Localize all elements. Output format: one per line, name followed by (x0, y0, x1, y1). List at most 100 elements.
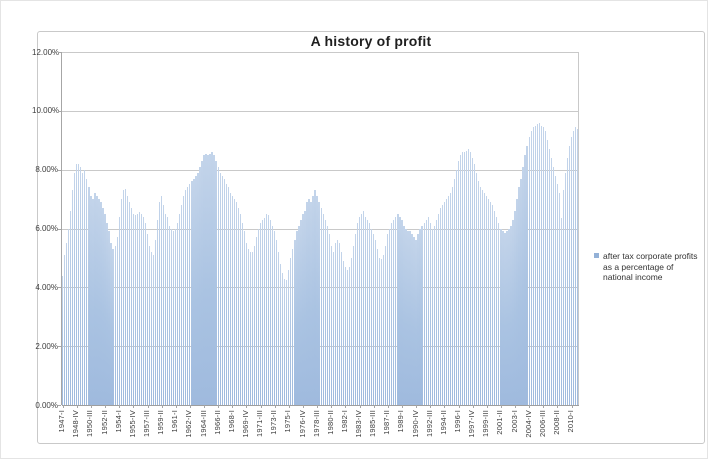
bar (334, 243, 336, 405)
bar (96, 196, 98, 405)
bar (417, 234, 419, 405)
bar (68, 228, 70, 405)
x-axis-tick-mark (175, 405, 177, 408)
x-axis-tick-label: 1969-IV (240, 410, 250, 438)
bar (106, 222, 108, 405)
bar (280, 263, 282, 405)
bar (102, 207, 104, 405)
bar (318, 202, 320, 405)
bar (316, 196, 318, 405)
y-axis-tick-label: 4.00% (35, 282, 58, 292)
bar (272, 225, 274, 405)
x-axis-tick-mark (345, 405, 347, 408)
bar (66, 243, 68, 405)
legend-series-label: after tax corporate profits as a percent… (603, 251, 698, 282)
bar (508, 228, 510, 405)
bar (352, 246, 355, 405)
bar (322, 213, 324, 405)
bar (261, 219, 264, 405)
legend-series-marker-icon (594, 253, 599, 258)
bar (405, 228, 407, 405)
bar (344, 266, 346, 405)
x-axis-tick-mark (218, 405, 220, 408)
x-axis-tick-mark (458, 405, 460, 408)
bar (391, 222, 393, 405)
bar (255, 237, 258, 405)
bar (544, 131, 546, 405)
bar (219, 172, 221, 405)
bar (270, 219, 272, 405)
bar (312, 196, 314, 405)
bar (64, 255, 66, 405)
bar (488, 199, 490, 405)
bar (138, 212, 140, 405)
bar (419, 228, 421, 405)
x-axis-tick-label: 1955-IV (127, 410, 137, 438)
bar (453, 178, 456, 405)
bar (241, 222, 243, 405)
bar (249, 252, 252, 405)
bar (223, 178, 225, 405)
bar (207, 155, 209, 405)
bar (98, 199, 100, 405)
bar (431, 228, 433, 405)
bar (211, 152, 213, 405)
bar (504, 232, 506, 405)
bar (574, 127, 577, 405)
x-axis-tick-label: 1997-IV (467, 410, 477, 438)
x-axis-tick-mark (133, 405, 135, 408)
x-axis-tick-label: 1975-I (283, 410, 293, 433)
x-axis-tick-label: 2004-IV (523, 410, 533, 438)
bar (360, 213, 363, 405)
y-axis-tick-label: 0.00% (35, 400, 58, 410)
bar (552, 166, 555, 405)
bar (362, 210, 365, 405)
bar (512, 219, 514, 405)
x-axis-tick-label: 1980-II (325, 410, 335, 435)
bar (292, 249, 294, 405)
bar (173, 231, 175, 405)
bar (518, 187, 520, 405)
bar (409, 231, 411, 405)
x-axis-tick-label: 1966-II (212, 410, 222, 435)
bar (443, 202, 445, 405)
bar (377, 249, 379, 405)
bar (368, 222, 371, 405)
bar (205, 153, 207, 405)
x-axis-tick-label: 1954-I (113, 410, 123, 433)
bar (478, 181, 480, 405)
x-axis-tick-label: 1976-IV (297, 410, 307, 438)
bar (536, 124, 538, 405)
bar (397, 213, 399, 405)
bar (148, 246, 151, 405)
bar (492, 205, 494, 405)
bar (401, 219, 403, 405)
bar (568, 146, 571, 405)
bar (455, 169, 458, 405)
bar (550, 157, 552, 405)
bar (120, 199, 122, 405)
bar (439, 207, 441, 405)
bar (413, 237, 415, 405)
x-axis-tick-mark (557, 405, 559, 408)
bar (407, 231, 409, 405)
bar (556, 184, 559, 405)
bar (90, 196, 92, 405)
x-axis-tick-mark (119, 405, 121, 408)
bar (476, 172, 478, 405)
bar (506, 231, 508, 405)
bar (156, 219, 159, 405)
bar (320, 207, 322, 405)
bar (233, 199, 235, 405)
x-axis-tick-label: 1952-II (99, 410, 109, 435)
bar (381, 259, 383, 405)
chart-frame: A history of profit after tax corporate … (32, 31, 705, 444)
bar (328, 234, 330, 405)
x-axis-tick-label: 2001-II (495, 410, 505, 435)
bar (144, 222, 147, 405)
bar (227, 187, 229, 405)
bar (284, 278, 286, 405)
bar (554, 175, 557, 405)
bar (421, 225, 423, 405)
bar (342, 260, 344, 405)
